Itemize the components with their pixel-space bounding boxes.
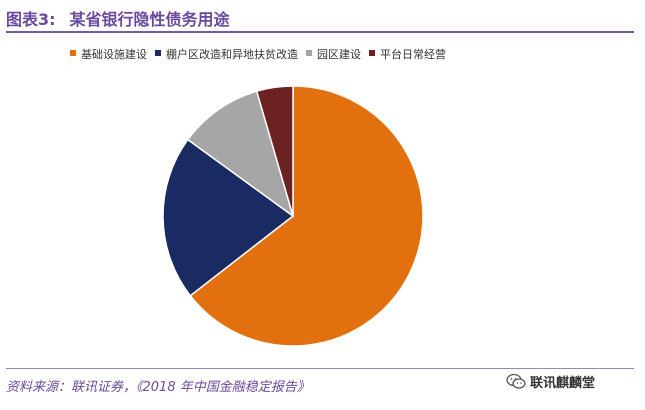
pie-slice-3: [186, 90, 295, 218]
legend-item: 棚户区改造和异地扶贫改造: [155, 46, 298, 62]
pie-slice-1: [189, 85, 424, 347]
legend-item: 平台日常经营: [369, 46, 446, 62]
legend-swatch: [70, 50, 76, 56]
watermark: 联讯麒麟堂: [506, 372, 595, 396]
figure-title: 图表3: 某省银行隐性债务用途: [6, 6, 230, 30]
figure-number: 图表3:: [6, 10, 56, 29]
legend-item: 基础设施建设: [70, 46, 147, 62]
header-rule: [6, 31, 634, 33]
legend-label: 棚户区改造和异地扶贫改造: [166, 48, 298, 61]
figure-title-text: 某省银行隐性债务用途: [69, 10, 230, 29]
source-note: 资料来源：联讯证券，《2018 年中国金融稳定报告》: [6, 380, 310, 395]
wechat-icon: [506, 373, 526, 389]
footer-rule: [6, 368, 634, 369]
legend-swatch: [369, 50, 375, 56]
legend-swatch: [155, 50, 161, 56]
legend-label: 基础设施建设: [81, 48, 147, 61]
legend-item: 园区建设: [306, 46, 361, 62]
legend-label: 园区建设: [317, 48, 361, 61]
pie-slice-4: [255, 85, 294, 217]
chart-legend: 基础设施建设 棚户区改造和异地扶贫改造 园区建设 平台日常经营: [70, 46, 454, 62]
pie-slice-2: [162, 138, 295, 297]
legend-swatch: [306, 50, 312, 56]
figure-header: 图表3: 某省银行隐性债务用途: [6, 4, 636, 33]
watermark-text: 联讯麒麟堂: [530, 376, 596, 391]
legend-label: 平台日常经营: [380, 48, 446, 61]
